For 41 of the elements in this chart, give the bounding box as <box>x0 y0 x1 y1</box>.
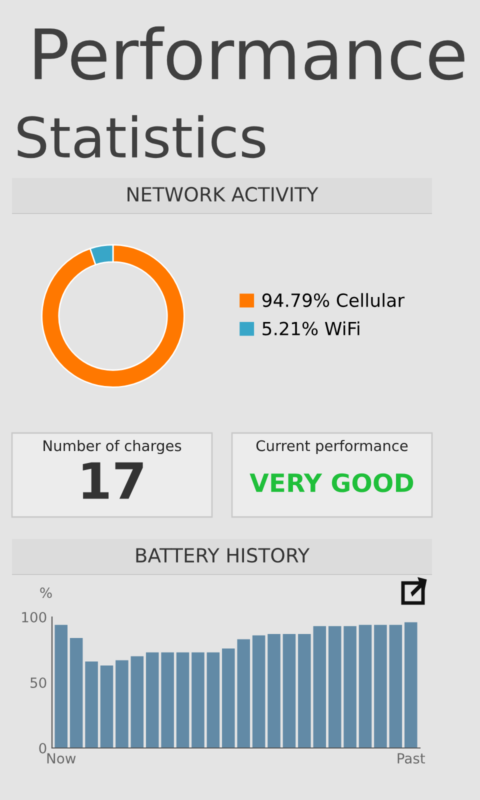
bar <box>100 665 114 748</box>
bar <box>328 626 342 748</box>
bar <box>130 656 144 748</box>
text: Statistics <box>18 115 266 158</box>
y-tick-label: 0 <box>39 742 46 754</box>
bar <box>313 626 326 748</box>
bar <box>298 634 311 748</box>
text: Performance <box>34 26 464 80</box>
text: VERY GOOD <box>250 473 414 492</box>
bar <box>161 652 174 748</box>
x-tick-label: Past <box>398 753 426 764</box>
bar <box>252 635 266 748</box>
chart-title: NETWORK ACTIVITY <box>128 186 318 202</box>
bar <box>389 624 402 748</box>
bar <box>344 626 356 748</box>
bar <box>54 624 68 748</box>
y-tick-label: 100 <box>22 612 46 622</box>
bar <box>358 624 372 748</box>
bar <box>176 652 190 748</box>
legend-label: 94.79% Cellular <box>262 293 405 308</box>
text: Number of charges <box>44 440 182 454</box>
bar <box>268 634 280 748</box>
y-tick-label: 50 <box>30 677 46 688</box>
bar <box>374 624 387 748</box>
bar <box>146 652 159 748</box>
bar <box>404 622 418 748</box>
bar <box>206 652 220 748</box>
bar <box>282 634 296 748</box>
bar <box>237 639 250 748</box>
x-tick-label: Now <box>47 753 76 764</box>
y-axis-title: % <box>40 588 52 598</box>
bar <box>192 652 204 748</box>
text: Current performance <box>256 440 408 454</box>
text: 17 <box>82 462 143 499</box>
bar <box>116 660 128 748</box>
chart-title: BATTERY HISTORY <box>136 548 310 563</box>
bar <box>222 648 235 748</box>
legend-label: 5.21% WiFi <box>262 321 360 336</box>
donut-slice <box>41 244 185 388</box>
bar <box>85 662 98 748</box>
bar <box>70 638 83 748</box>
